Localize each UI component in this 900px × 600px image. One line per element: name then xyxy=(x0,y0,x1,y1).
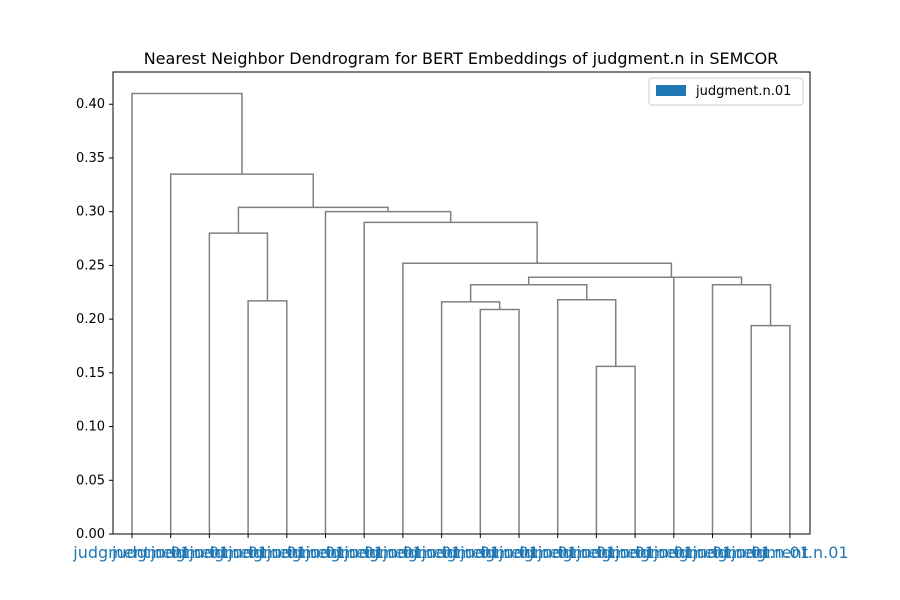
dendrogram-links xyxy=(131,92,791,534)
leaf-label: judgment.n.01 xyxy=(382,543,500,562)
y-tick-label: 0.00 xyxy=(76,527,105,542)
y-tick-label: 0.10 xyxy=(76,420,105,435)
leaf-labels: judgment.n.01judgment.n.01judgment.n.01j… xyxy=(72,534,849,562)
dendrogram-link xyxy=(556,299,617,534)
y-axis: 0.00 0.05 0.10 0.15 0.20 0.25 0.30 0.35 0.40 xyxy=(76,97,113,542)
leaf-label: judgment.n.01 xyxy=(730,543,848,562)
leaf-label: judgment.n.01 xyxy=(111,543,229,562)
leaf-label: judgment.n.01 xyxy=(188,543,306,562)
leaf-label: judgment.n.01 xyxy=(537,543,655,562)
y-tick-label: 0.20 xyxy=(76,312,105,327)
y-tick-label: 0.05 xyxy=(76,473,105,488)
leaf-label: judgment.n.01 xyxy=(653,543,771,562)
dendrogram-link xyxy=(131,92,243,534)
dendrogram-link xyxy=(711,283,772,534)
leaf-label: judgment.n.01 xyxy=(227,543,345,562)
dendrogram-link xyxy=(208,232,269,534)
dendrogram-link xyxy=(601,276,743,285)
legend-entry-label: judgment.n.01 xyxy=(695,84,791,99)
leaf-label: judgment.n.01 xyxy=(691,543,809,562)
leaf-label: judgment.n.01 xyxy=(614,543,732,562)
dendrogram-link xyxy=(169,173,315,534)
legend-swatch xyxy=(656,85,686,96)
dendrogram-link xyxy=(469,283,588,302)
y-tick-label: 0.40 xyxy=(76,97,105,112)
chart-title: Nearest Neighbor Dendrogram for BERT Emb… xyxy=(144,49,779,68)
dendrogram-link xyxy=(750,324,791,534)
plot-frame xyxy=(112,71,811,535)
dendrogram-link xyxy=(363,221,538,534)
legend: judgment.n.01 xyxy=(648,77,804,106)
leaf-label: judgment.n.01 xyxy=(575,543,693,562)
leaf-label: judgment.n.01 xyxy=(72,543,190,562)
dendrogram-link xyxy=(527,276,675,534)
y-tick-label: 0.15 xyxy=(76,366,105,381)
legend-box xyxy=(648,77,804,106)
dendrogram-link xyxy=(440,301,501,534)
leaf-label: judgment.n.01 xyxy=(343,543,461,562)
dendrogram-link xyxy=(237,206,389,234)
y-tick-label: 0.30 xyxy=(76,205,105,220)
leaf-label: judgment.n.01 xyxy=(266,543,384,562)
dendrogram-link xyxy=(247,300,288,534)
y-tick-label: 0.35 xyxy=(76,151,105,166)
leaf-label: judgment.n.01 xyxy=(150,543,268,562)
leaf-label: judgment.n.01 xyxy=(304,543,422,562)
leaf-label: judgment.n.01 xyxy=(421,543,539,562)
dendrogram-link xyxy=(402,262,673,534)
leaf-label: judgment.n.01 xyxy=(459,543,577,562)
dendrogram-link xyxy=(479,308,520,534)
dendrogram-link xyxy=(595,365,636,534)
y-tick-label: 0.25 xyxy=(76,258,105,273)
leaf-label: judgment.n.01 xyxy=(498,543,616,562)
dendrogram-link xyxy=(324,210,452,534)
